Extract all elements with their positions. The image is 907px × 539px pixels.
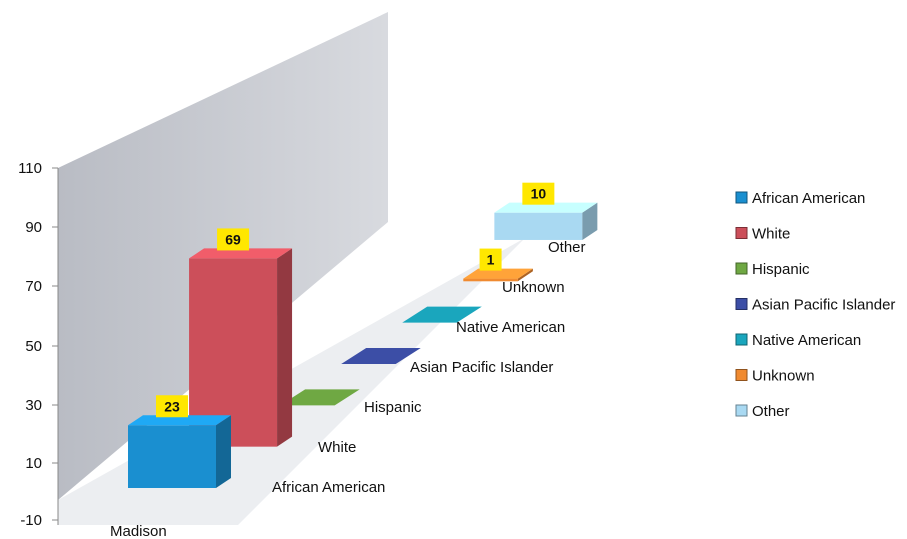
- legend-swatch: [735, 227, 748, 239]
- data-label-box: [156, 395, 188, 418]
- data-label: 69: [225, 231, 241, 247]
- bar-side-face: [582, 202, 598, 240]
- y-tick-label: 90: [25, 219, 42, 236]
- x-group-label: Madison: [110, 523, 167, 539]
- legend-entry: Unknown: [752, 368, 815, 385]
- data-label: 1: [487, 252, 495, 268]
- legend-entry: Native American: [752, 332, 861, 349]
- depth-axis-labels: Other Unknown Native American Asian Pacific…: [272, 239, 586, 496]
- bar-flat-tile: [402, 306, 482, 323]
- bar-front-face: [128, 425, 216, 488]
- bar-flat-tile: [341, 347, 421, 364]
- bar-side-face: [216, 415, 231, 488]
- bar-top-face: [463, 268, 533, 279]
- depth-category-label: African American: [272, 479, 385, 496]
- bar-top-face: [128, 415, 231, 426]
- legend-swatch: [735, 298, 748, 310]
- legend-entry: White: [752, 226, 790, 243]
- bar-front-face: [494, 212, 583, 240]
- bar-front-face: [463, 278, 518, 282]
- bar-hispanic: [280, 389, 360, 406]
- y-tick-label: 110: [18, 160, 42, 177]
- legend: African American White Hispanic Asian Pacif…: [735, 190, 895, 420]
- legend-swatch: [735, 404, 748, 417]
- bar-other: [494, 202, 598, 240]
- depth-category-label: Unknown: [502, 279, 565, 296]
- data-labels: 10 1 69 23: [156, 182, 555, 418]
- data-label-box: [522, 182, 555, 205]
- legend-entry: Other: [752, 403, 790, 420]
- bar-native-american: [402, 306, 482, 323]
- bar-side-face: [517, 268, 533, 282]
- legend-swatch: [735, 262, 748, 275]
- y-tick-label: 70: [25, 278, 42, 295]
- depth-category-label: White: [318, 439, 356, 456]
- data-label-box: [217, 228, 250, 251]
- bar-side-face: [277, 248, 293, 447]
- data-label: 23: [164, 398, 180, 414]
- legend-entry: African American: [752, 190, 865, 207]
- bars-group: [128, 202, 598, 488]
- bar-top-face: [494, 202, 598, 213]
- y-axis-ticks: 110 90 70 50 30 10 -10: [18, 160, 58, 529]
- legend-swatch: [735, 369, 748, 381]
- bar-asian-pacific-islander: [341, 347, 421, 364]
- depth-category-label: Hispanic: [364, 399, 422, 416]
- legend-entry: Hispanic: [752, 261, 810, 278]
- legend-swatch: [735, 333, 748, 346]
- depth-category-label: Other: [548, 239, 586, 256]
- legend-entry: Asian Pacific Islander: [752, 297, 895, 314]
- bar-unknown: [463, 268, 533, 282]
- bar-top-face: [189, 248, 293, 259]
- depth-category-label: Native American: [456, 319, 565, 336]
- legend-swatch: [735, 191, 748, 204]
- bar-white: [189, 248, 293, 447]
- y-tick-label: -10: [20, 512, 42, 529]
- bar-african-american: [128, 415, 231, 488]
- data-label: 10: [531, 186, 547, 202]
- y-tick-label: 10: [25, 455, 42, 472]
- bar-flat-tile: [280, 389, 360, 406]
- y-tick-label: 30: [25, 397, 42, 414]
- data-label-box: [479, 248, 502, 271]
- y-tick-label: 50: [25, 338, 42, 355]
- depth-category-label: Asian Pacific Islander: [410, 359, 553, 376]
